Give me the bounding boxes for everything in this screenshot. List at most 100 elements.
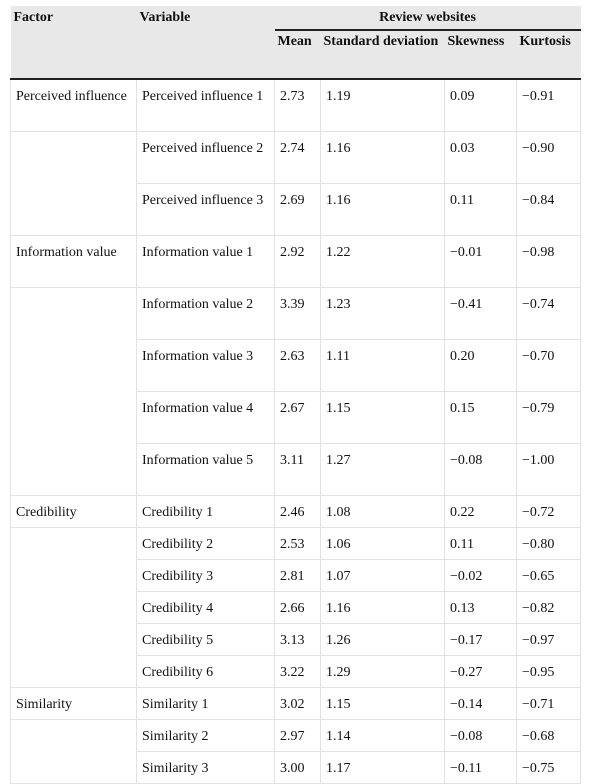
table-row: Perceived influence Perceived influence … — [10, 79, 581, 132]
header-factor: Factor — [10, 6, 137, 80]
cell-factor — [10, 287, 137, 340]
header-variable: Variable — [136, 6, 275, 80]
cell-sd: 1.15 — [320, 687, 445, 720]
cell-sd: 1.08 — [320, 495, 445, 528]
cell-sd: 1.16 — [320, 131, 445, 184]
cell-variable: Information value 3 — [136, 339, 275, 392]
table-row: Credibility 5 3.13 1.26 −0.17 −0.97 — [10, 623, 581, 656]
cell-skewness: 0.11 — [444, 527, 517, 560]
cell-factor — [10, 591, 137, 624]
cell-factor — [10, 655, 137, 688]
cell-sd: 1.26 — [320, 623, 445, 656]
cell-variable: Perceived influence 2 — [136, 131, 275, 184]
table-row: Credibility 4 2.66 1.16 0.13 −0.82 — [10, 591, 581, 624]
cell-factor — [10, 559, 137, 592]
cell-kurtosis: −0.74 — [516, 287, 581, 340]
cell-mean: 3.11 — [274, 443, 321, 496]
cell-mean: 2.92 — [274, 235, 321, 288]
cell-kurtosis: −0.97 — [516, 623, 581, 656]
table-row: Credibility Credibility 1 2.46 1.08 0.22… — [10, 495, 581, 528]
cell-sd: 1.23 — [320, 287, 445, 340]
cell-factor: Credibility — [10, 495, 137, 528]
cell-variable: Credibility 6 — [136, 655, 275, 688]
table-row: Information value 3 2.63 1.11 0.20 −0.70 — [10, 339, 581, 392]
cell-variable: Perceived influence 3 — [136, 183, 275, 236]
header-standard-deviation: Standard deviation — [320, 30, 445, 80]
cell-factor — [10, 719, 137, 752]
cell-kurtosis: −0.70 — [516, 339, 581, 392]
cell-skewness: −0.02 — [444, 559, 517, 592]
descriptive-statistics-table: Factor Variable Review websites Mean Sta… — [10, 6, 581, 784]
cell-sd: 1.14 — [320, 719, 445, 752]
cell-sd: 1.19 — [320, 79, 445, 132]
cell-factor — [10, 339, 137, 392]
cell-factor — [10, 131, 137, 184]
table-row: Information value 4 2.67 1.15 0.15 −0.79 — [10, 391, 581, 444]
table-row: Credibility 2 2.53 1.06 0.11 −0.80 — [10, 527, 581, 560]
cell-skewness: −0.11 — [444, 751, 517, 784]
cell-mean: 3.02 — [274, 687, 321, 720]
cell-mean: 3.13 — [274, 623, 321, 656]
cell-kurtosis: −0.72 — [516, 495, 581, 528]
cell-variable: Credibility 5 — [136, 623, 275, 656]
cell-mean: 2.46 — [274, 495, 321, 528]
cell-sd: 1.06 — [320, 527, 445, 560]
cell-kurtosis: −0.71 — [516, 687, 581, 720]
cell-mean: 2.63 — [274, 339, 321, 392]
header-kurtosis: Kurtosis — [516, 30, 581, 80]
cell-kurtosis: −0.68 — [516, 719, 581, 752]
cell-factor — [10, 751, 137, 784]
cell-mean: 2.66 — [274, 591, 321, 624]
table-row: Similarity Similarity 1 3.02 1.15 −0.14 … — [10, 687, 581, 720]
cell-kurtosis: −0.79 — [516, 391, 581, 444]
cell-kurtosis: −0.75 — [516, 751, 581, 784]
cell-mean: 2.67 — [274, 391, 321, 444]
cell-skewness: 0.20 — [444, 339, 517, 392]
cell-skewness: −0.08 — [444, 719, 517, 752]
cell-skewness: −0.27 — [444, 655, 517, 688]
cell-mean: 2.97 — [274, 719, 321, 752]
cell-mean: 2.53 — [274, 527, 321, 560]
cell-skewness: 0.11 — [444, 183, 517, 236]
cell-sd: 1.07 — [320, 559, 445, 592]
cell-kurtosis: −0.95 — [516, 655, 581, 688]
cell-factor: Similarity — [10, 687, 137, 720]
cell-sd: 1.16 — [320, 183, 445, 236]
cell-sd: 1.11 — [320, 339, 445, 392]
cell-variable: Similarity 3 — [136, 751, 275, 784]
cell-variable: Information value 4 — [136, 391, 275, 444]
cell-sd: 1.27 — [320, 443, 445, 496]
cell-variable: Similarity 2 — [136, 719, 275, 752]
table-row: Perceived influence 2 2.74 1.16 0.03 −0.… — [10, 131, 581, 184]
cell-skewness: −0.41 — [444, 287, 517, 340]
cell-kurtosis: −0.84 — [516, 183, 581, 236]
cell-skewness: 0.09 — [444, 79, 517, 132]
table-container: Factor Variable Review websites Mean Sta… — [10, 6, 581, 784]
cell-factor — [10, 443, 137, 496]
cell-sd: 1.29 — [320, 655, 445, 688]
cell-skewness: 0.22 — [444, 495, 517, 528]
cell-kurtosis: −0.91 — [516, 79, 581, 132]
table-body: Perceived influence Perceived influence … — [10, 79, 581, 784]
cell-kurtosis: −1.00 — [516, 443, 581, 496]
cell-variable: Information value 1 — [136, 235, 275, 288]
cell-kurtosis: −0.90 — [516, 131, 581, 184]
table-row: Similarity 2 2.97 1.14 −0.08 −0.68 — [10, 719, 581, 752]
header-review-websites: Review websites — [274, 6, 581, 31]
cell-skewness: 0.03 — [444, 131, 517, 184]
cell-mean: 2.81 — [274, 559, 321, 592]
cell-variable: Similarity 1 — [136, 687, 275, 720]
table-row: Perceived influence 3 2.69 1.16 0.11 −0.… — [10, 183, 581, 236]
cell-factor — [10, 527, 137, 560]
table-row: Information value Information value 1 2.… — [10, 235, 581, 288]
cell-sd: 1.22 — [320, 235, 445, 288]
cell-skewness: −0.01 — [444, 235, 517, 288]
cell-skewness: 0.15 — [444, 391, 517, 444]
cell-variable: Credibility 1 — [136, 495, 275, 528]
table-row: Information value 5 3.11 1.27 −0.08 −1.0… — [10, 443, 581, 496]
header-skewness: Skewness — [444, 30, 517, 80]
table-row: Credibility 6 3.22 1.29 −0.27 −0.95 — [10, 655, 581, 688]
cell-mean: 3.00 — [274, 751, 321, 784]
cell-kurtosis: −0.80 — [516, 527, 581, 560]
cell-mean: 3.22 — [274, 655, 321, 688]
